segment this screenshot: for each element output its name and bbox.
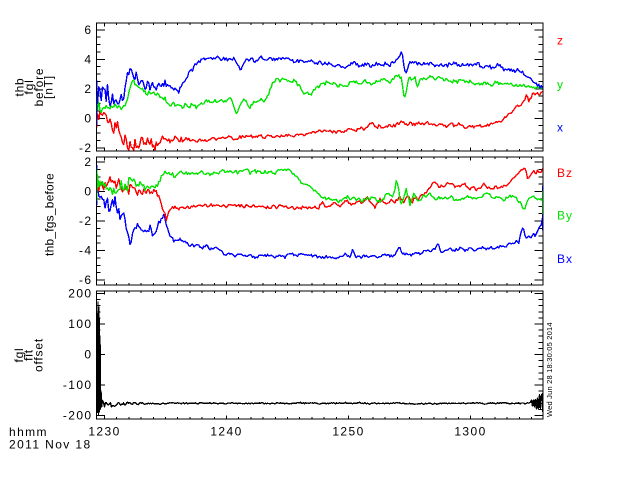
svg-text:By: By bbox=[557, 209, 573, 223]
svg-text:0: 0 bbox=[84, 348, 92, 362]
svg-text:Bz: Bz bbox=[557, 166, 573, 180]
svg-text:1300: 1300 bbox=[454, 425, 486, 439]
svg-text:[nT]: [nT] bbox=[41, 75, 55, 99]
svg-text:fit: fit bbox=[22, 349, 36, 361]
svg-text:hhmm: hhmm bbox=[9, 425, 48, 439]
svg-text:-6: -6 bbox=[79, 273, 92, 287]
svg-text:-200: -200 bbox=[63, 409, 93, 423]
svg-text:offset: offset bbox=[31, 338, 45, 372]
svg-text:2: 2 bbox=[84, 155, 92, 169]
svg-text:1240: 1240 bbox=[210, 425, 242, 439]
svg-text:-2: -2 bbox=[79, 214, 92, 228]
svg-text:1230: 1230 bbox=[88, 425, 120, 439]
svg-text:fgl: fgl bbox=[12, 347, 26, 362]
svg-text:-4: -4 bbox=[79, 244, 92, 258]
svg-text:2011 Nov 18: 2011 Nov 18 bbox=[9, 438, 92, 452]
svg-text:before: before bbox=[32, 68, 46, 107]
svg-text:-100: -100 bbox=[63, 378, 93, 392]
svg-text:0: 0 bbox=[84, 112, 92, 126]
svg-text:Bx: Bx bbox=[557, 252, 573, 266]
svg-text:z: z bbox=[557, 34, 564, 48]
svg-text:100: 100 bbox=[68, 317, 92, 331]
svg-text:fgl: fgl bbox=[22, 79, 36, 94]
svg-text:x: x bbox=[557, 121, 564, 135]
svg-text:2: 2 bbox=[84, 82, 92, 96]
svg-text:thb_fgs_before: thb_fgs_before bbox=[43, 173, 57, 256]
svg-text:-2: -2 bbox=[79, 141, 92, 155]
svg-text:1250: 1250 bbox=[332, 425, 364, 439]
svg-text:6: 6 bbox=[84, 23, 92, 37]
svg-text:y: y bbox=[557, 78, 564, 92]
svg-text:thb: thb bbox=[12, 77, 26, 96]
svg-text:200: 200 bbox=[68, 287, 92, 301]
svg-text:4: 4 bbox=[84, 53, 92, 67]
svg-text:0: 0 bbox=[84, 185, 92, 199]
svg-text:Wed Jun 28 18:30:05 2014: Wed Jun 28 18:30:05 2014 bbox=[545, 322, 554, 417]
